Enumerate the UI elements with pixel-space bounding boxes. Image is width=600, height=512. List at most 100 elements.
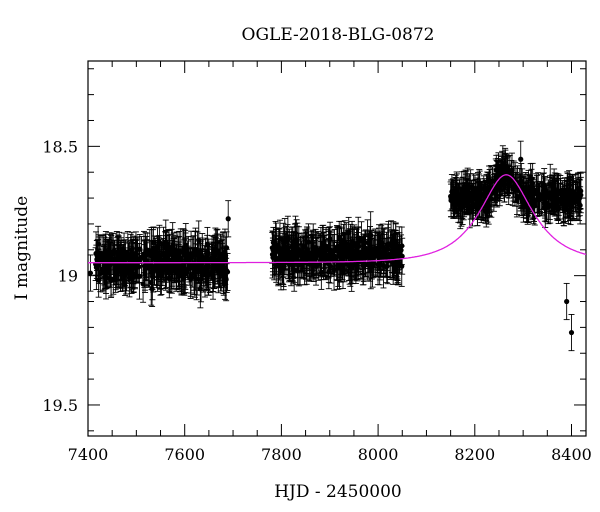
data-point — [356, 253, 362, 260]
data-point — [103, 275, 109, 281]
data-point — [310, 246, 317, 253]
data-point — [552, 199, 558, 205]
data-point — [314, 253, 320, 259]
plot-frame — [87, 60, 587, 437]
data-point — [200, 271, 206, 277]
data-point — [528, 176, 534, 182]
data-point — [568, 329, 575, 336]
data-point — [113, 266, 119, 272]
x-tick-label: 8400 — [551, 445, 592, 464]
data-point — [577, 202, 583, 208]
data-point — [573, 191, 579, 197]
data-point — [481, 192, 487, 198]
chart-title: OGLE-2018-BLG-0872 — [242, 25, 435, 45]
data-point — [142, 270, 148, 277]
data-point — [374, 250, 381, 256]
data-point — [182, 271, 188, 277]
data-point — [87, 270, 94, 276]
data-point — [225, 216, 231, 222]
data-point — [125, 256, 131, 262]
data-point — [340, 244, 347, 250]
data-point — [195, 257, 202, 263]
data-point — [152, 248, 158, 254]
data-point — [502, 167, 509, 173]
data-point — [564, 298, 570, 305]
data-point — [204, 250, 210, 256]
data-point — [160, 240, 167, 247]
data-point — [346, 252, 352, 259]
data-point — [145, 265, 152, 271]
data-point — [290, 247, 296, 253]
data-point — [476, 189, 482, 195]
data-point — [129, 246, 135, 253]
data-point — [210, 265, 216, 271]
data-point — [123, 269, 129, 275]
data-point — [294, 252, 300, 258]
data-point — [171, 257, 177, 263]
data-point — [280, 266, 286, 272]
data-point — [207, 256, 213, 262]
data-point — [542, 200, 548, 206]
x-axis-label: HJD - 2450000 — [274, 482, 402, 502]
axis-tick-labels: 7400 7600 7800 8000 8200 8400 18.5 19 19.5 — [42, 137, 591, 464]
data-point — [95, 241, 101, 247]
data-point — [352, 254, 358, 260]
data-point — [509, 167, 515, 173]
data-point — [493, 167, 499, 173]
data-point — [368, 247, 375, 253]
data-point — [385, 241, 392, 247]
data-point — [283, 255, 289, 261]
data-point — [222, 281, 228, 287]
data-point — [292, 241, 298, 247]
data-point — [149, 286, 155, 292]
data-point — [550, 191, 557, 197]
data-point — [527, 191, 533, 198]
data-point — [178, 249, 184, 255]
data-point — [547, 202, 553, 209]
model-curve — [88, 174, 587, 264]
data-point — [150, 240, 157, 246]
axis-ticks — [87, 61, 586, 436]
data-point — [152, 253, 158, 260]
data-point — [514, 197, 520, 204]
data-point — [223, 276, 229, 283]
data-point — [191, 270, 197, 276]
data-point — [96, 257, 102, 263]
data-point — [197, 286, 203, 292]
data-point — [301, 250, 307, 256]
data-point — [362, 255, 368, 261]
data-point — [214, 257, 220, 263]
data-point — [334, 258, 340, 264]
data-point — [155, 269, 161, 275]
data-point — [376, 245, 382, 251]
data-point — [102, 248, 108, 254]
data-point — [176, 264, 182, 270]
data-point — [460, 189, 466, 195]
data-point — [180, 276, 187, 282]
data-point — [541, 182, 547, 189]
data-point — [283, 238, 289, 245]
data-point — [484, 188, 490, 195]
data-point — [191, 266, 197, 272]
data-point — [472, 186, 478, 192]
data-point — [331, 248, 338, 254]
data-point — [196, 237, 202, 243]
data-point — [174, 269, 180, 275]
data-point — [367, 252, 374, 258]
data-point — [355, 235, 361, 241]
data-point — [132, 256, 138, 262]
data-point — [136, 273, 143, 279]
data-point — [183, 242, 189, 248]
data-point — [556, 196, 562, 202]
data-point — [270, 252, 276, 258]
data-point — [166, 270, 173, 276]
data-point — [530, 196, 536, 202]
data-point — [336, 236, 342, 242]
y-tick-label: 18.5 — [42, 137, 78, 156]
data-point — [320, 242, 326, 248]
data-point — [101, 254, 107, 260]
data-point — [277, 253, 283, 259]
data-point — [284, 245, 290, 251]
data-point — [289, 256, 295, 262]
